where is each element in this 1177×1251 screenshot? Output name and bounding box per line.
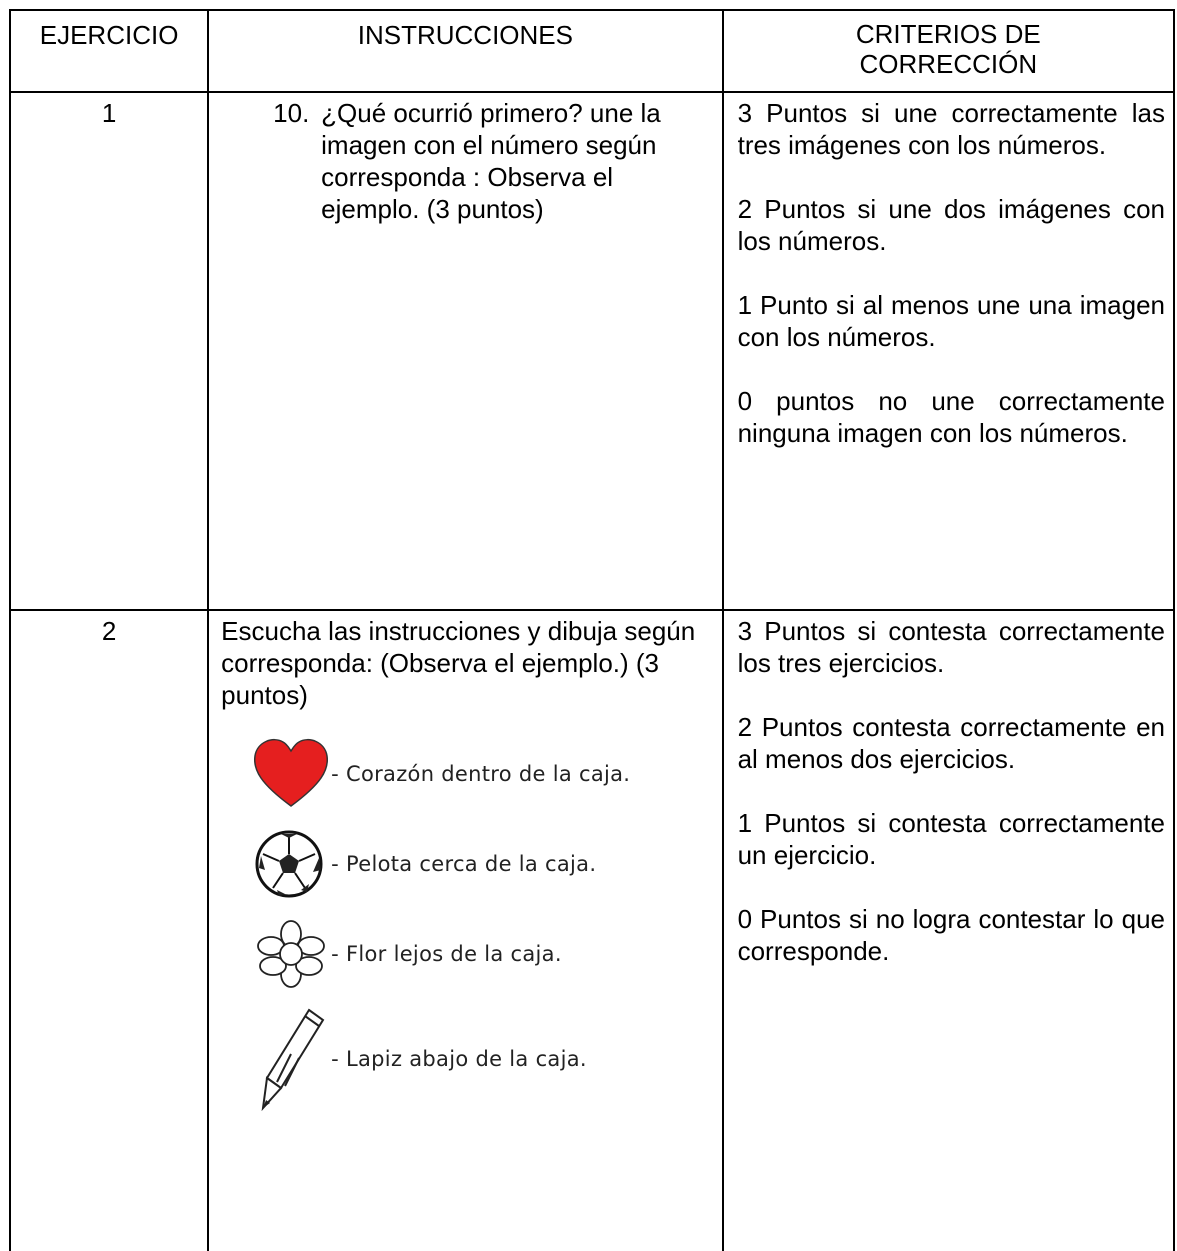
criterion: 1 Puntos si contesta correctamente un ej…: [737, 808, 1165, 870]
criteria-table: EJERCICIO INSTRUCCIONES CRITERIOS DE CORR…: [8, 9, 1176, 1251]
criteria-cell: 3 Puntos si contesta correctamente los t…: [721, 609, 1176, 1251]
ball-icon: [255, 830, 323, 898]
pencil-icon: [261, 1008, 325, 1112]
header-row: EJERCICIO INSTRUCCIONES CRITERIOS DE CORR…: [8, 9, 1176, 93]
list-number: 10.: [273, 98, 310, 128]
instruction-text: Escucha las instrucciones y dibuja según…: [221, 616, 696, 710]
number-cell: 2: [8, 609, 210, 1251]
item-text: - Lapiz abajo de la caja.: [331, 1047, 587, 1071]
exercise-number: 2: [101, 616, 117, 646]
item: - Corazón dentro de la caja.: [251, 729, 711, 819]
instruction-cell: 10. ¿Qué ocurrió primero? une la imagen c…: [207, 91, 724, 611]
item-text: - Flor lejos de la caja.: [331, 942, 562, 966]
row: 2 Escucha las instrucciones y dibuja seg…: [8, 609, 1176, 1251]
criterion: 0 puntos no une correctamente ninguna im…: [737, 386, 1165, 448]
header-text: EJERCICIO: [39, 20, 179, 50]
number-cell: 1: [8, 91, 210, 611]
instruction-cell: Escucha las instrucciones y dibuja según…: [207, 609, 724, 1251]
instruction-text: ¿Qué ocurrió primero? une la imagen con …: [321, 98, 661, 224]
header-cell: INSTRUCCIONES: [207, 9, 724, 93]
heart-icon: [254, 738, 329, 807]
instruction: 10. ¿Qué ocurrió primero? une la imagen c…: [209, 93, 721, 225]
criterion: 2 Puntos si une dos imágenes con los núm…: [737, 194, 1165, 256]
header-text: INSTRUCCIONES: [357, 20, 573, 50]
criteria-cell: 3 Puntos si une correctamente las tres i…: [721, 91, 1176, 611]
item: - Pelota cerca de la caja.: [251, 819, 711, 909]
item-text: - Pelota cerca de la caja.: [331, 852, 597, 876]
item: - Flor lejos de la caja.: [251, 909, 711, 999]
header-line: CORRECCIÓN: [859, 49, 1038, 79]
row: 1 10. ¿Qué ocurrió primero? une la imagen…: [8, 91, 1176, 611]
criterion: 2 Puntos contesta correctamente en al me…: [737, 712, 1165, 774]
item-text: - Corazón dentro de la caja.: [331, 762, 631, 786]
exercise-number: 1: [101, 98, 117, 128]
instruction: Escucha las instrucciones y dibuja según…: [209, 611, 721, 1119]
header-text: CRITERIOS DE CORRECCIÓN: [724, 11, 1173, 79]
criteria: 3 Puntos si contesta correctamente los t…: [724, 611, 1173, 967]
header-cell: CRITERIOS DE CORRECCIÓN: [721, 9, 1176, 93]
criterion: 3 Puntos si contesta correctamente los t…: [737, 616, 1165, 678]
item: - Lapiz abajo de la caja.: [251, 999, 711, 1119]
criterion: 3 Puntos si une correctamente las tres i…: [737, 98, 1165, 160]
flower-icon: [257, 920, 326, 988]
header-line: CRITERIOS DE: [855, 19, 1041, 49]
header-cell: EJERCICIO: [8, 9, 210, 93]
criteria: 3 Puntos si une correctamente las tres i…: [724, 93, 1173, 449]
criterion: 0 Puntos si no logra contestar lo que co…: [737, 904, 1165, 966]
criterion: 1 Punto si al menos une una imagen con l…: [737, 290, 1165, 352]
